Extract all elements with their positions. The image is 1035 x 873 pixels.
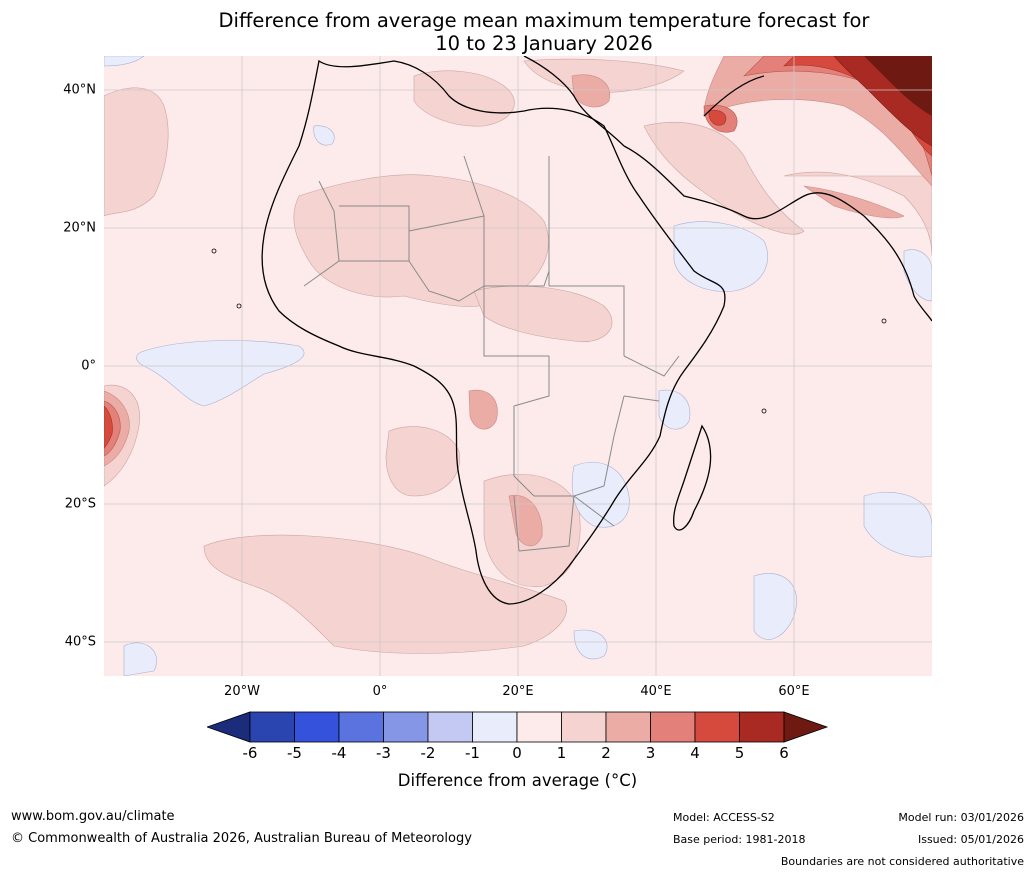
colorbar-title: Difference from average (°C) [397, 771, 638, 790]
colorbar-tick-label: -2 [420, 744, 436, 762]
footer-issued: Issued: 05/01/2026 [917, 833, 1024, 846]
lon-label-0: 0° [372, 684, 388, 699]
map-canvas [104, 56, 932, 676]
anomaly-above-6-regions [864, 56, 932, 116]
lat-label-0: 0° [81, 358, 96, 374]
colorbar-segment [472, 711, 518, 743]
colorbar-tick-label: -6 [242, 744, 258, 762]
coastlines [261, 56, 932, 605]
footer-model: Model: ACCESS-S2 [673, 811, 775, 824]
colorbar-segment [561, 711, 607, 743]
islands [211, 248, 887, 414]
lat-label-40s: 40°S [64, 634, 96, 650]
title-line-2: 10 to 23 January 2026 [435, 32, 653, 55]
colorbar-tick-label: 6 [779, 744, 789, 762]
colorbar-segment [383, 711, 429, 743]
colorbar-segment [739, 711, 785, 743]
footer-website: www.bom.gov.au/climate [11, 809, 175, 824]
footer-base-period: Base period: 1981-2018 [673, 833, 806, 846]
colorbar-arrow-low [207, 711, 251, 743]
colorbar-tick-label: 5 [734, 744, 745, 762]
colorbar-tick-label: 1 [556, 744, 567, 762]
colorbar-tick-label: 0 [512, 744, 522, 762]
colorbar-tick-label: -1 [465, 744, 480, 762]
colorbar-segment [516, 711, 562, 743]
lat-label-40n: 40°N [63, 82, 96, 98]
colorbar-arrow-high [783, 711, 829, 743]
lat-label-20n: 20°N [63, 220, 96, 236]
lon-label-20e: 20°E [502, 684, 534, 699]
footer-model-run: Model run: 03/01/2026 [898, 811, 1024, 824]
country-borders [303, 155, 680, 552]
colorbar-tick-label: -3 [376, 744, 391, 762]
colorbar-segment [694, 711, 740, 743]
colorbar-segment [338, 711, 384, 743]
lon-label-60e: 60°E [778, 684, 810, 699]
lon-label-20w: 20°W [224, 684, 260, 699]
chart-title: Difference from average mean maximum tem… [0, 9, 1035, 55]
colorbar-tick-label: 4 [690, 744, 700, 762]
colorbar-tick-label: -4 [331, 744, 347, 762]
colorbar-segment [605, 711, 651, 743]
colorbar-segment [427, 711, 473, 743]
lon-label-40e: 40°E [640, 684, 672, 699]
forecast-map [104, 56, 932, 676]
footer-copyright: © Commonwealth of Australia 2026, Austra… [11, 831, 472, 846]
colorbar-tick-label: 2 [601, 744, 611, 762]
colorbar-segment [294, 711, 340, 743]
graticule [104, 56, 932, 676]
lat-label-20s: 20°S [64, 496, 96, 512]
colorbar-segment [650, 711, 696, 743]
colorbar-tick-label: -5 [287, 744, 302, 762]
colorbar [207, 711, 829, 743]
colorbar-segment [249, 711, 295, 743]
colorbar-tick-label: 3 [645, 744, 656, 762]
footer-disclaimer: Boundaries are not considered authoritat… [780, 855, 1024, 868]
title-line-1: Difference from average mean maximum tem… [218, 9, 870, 32]
